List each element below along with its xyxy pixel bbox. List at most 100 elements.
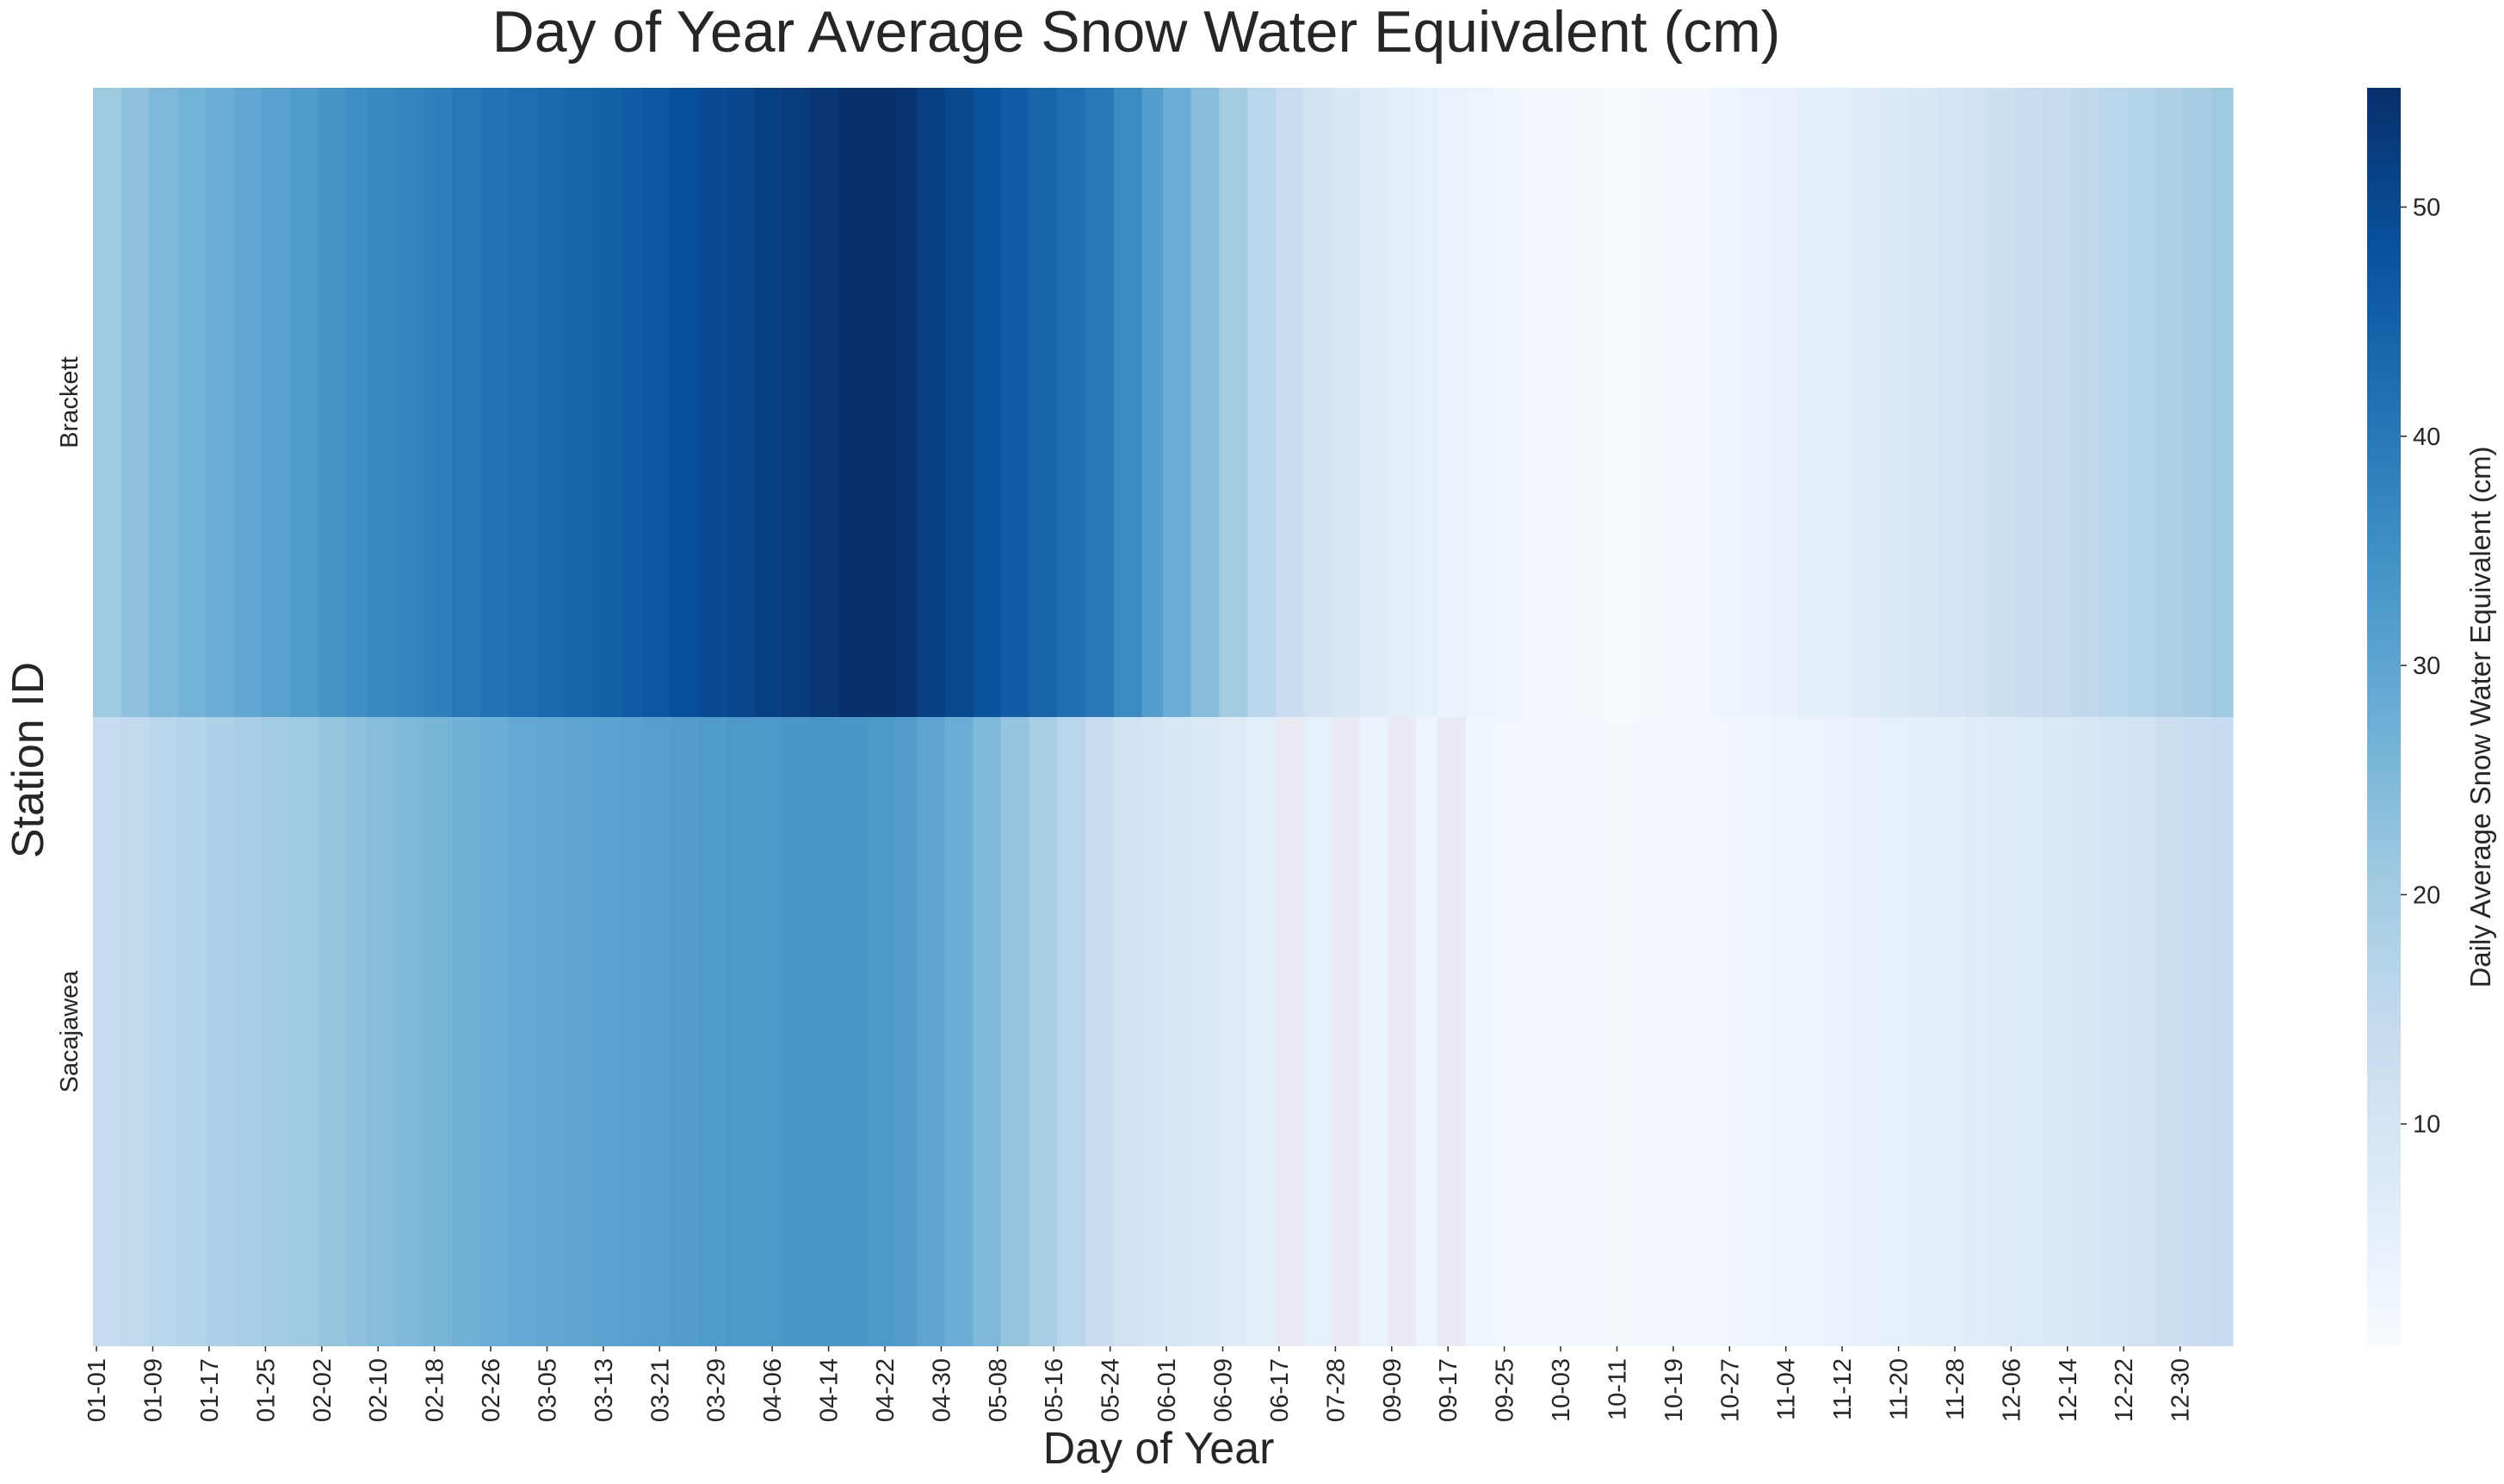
heatmap-cell	[1514, 88, 1523, 717]
heatmap-cell	[1831, 717, 1839, 1346]
heatmap-cell	[191, 717, 200, 1346]
heatmap-cell	[2190, 717, 2198, 1346]
heatmap-cell	[683, 717, 692, 1346]
heatmap-cell	[1240, 717, 1248, 1346]
heatmap-cell	[2021, 717, 2030, 1346]
heatmap-cell	[269, 717, 277, 1346]
heatmap-cell	[1662, 717, 1671, 1346]
heatmap-cell	[1177, 88, 1185, 717]
heatmap-cell	[255, 88, 263, 717]
heatmap-cell	[1332, 88, 1340, 717]
heatmap-cell	[1050, 88, 1058, 717]
heatmap-cell	[2000, 717, 2008, 1346]
heatmap-cell	[1979, 88, 1988, 717]
heatmap-cell	[417, 88, 424, 717]
heatmap-cell	[2007, 717, 2016, 1346]
heatmap-cell	[121, 717, 129, 1346]
heatmap-cell	[1451, 717, 1460, 1346]
heatmap-cell	[860, 88, 869, 717]
heatmap-cell	[289, 717, 298, 1346]
heatmap-cell	[1585, 717, 1593, 1346]
heatmap-cell	[1310, 717, 1319, 1346]
heatmap-cell	[360, 717, 368, 1346]
heatmap-cell	[2134, 717, 2142, 1346]
heatmap-cell	[1697, 88, 1706, 717]
heatmap-cell	[1859, 88, 1868, 717]
heatmap-cell	[1648, 88, 1657, 717]
x-tick-label: 09-17	[1435, 1358, 1462, 1422]
heatmap-cell	[114, 717, 122, 1346]
heatmap-cell	[628, 88, 636, 717]
heatmap-cell	[1416, 88, 1425, 717]
heatmap-cell	[1078, 717, 1086, 1346]
heatmap-cell	[2105, 717, 2114, 1346]
heatmap-cell	[353, 717, 362, 1346]
heatmap-cell	[769, 717, 776, 1346]
heatmap-cell	[2155, 88, 2163, 717]
heatmap-cell	[754, 88, 763, 717]
heatmap-cell	[1283, 717, 1290, 1346]
heatmap-cell	[1085, 717, 1093, 1346]
heatmap-cell	[1747, 717, 1755, 1346]
heatmap-cell	[1613, 88, 1622, 717]
heatmap-cell	[599, 88, 608, 717]
heatmap-cell	[170, 88, 178, 717]
heatmap-cell	[1430, 88, 1438, 717]
heatmap-cell	[1339, 717, 1347, 1346]
heatmap-cell	[444, 717, 453, 1346]
heatmap-cell	[1078, 88, 1086, 717]
heatmap-cell	[417, 717, 424, 1346]
heatmap-cell	[670, 88, 678, 717]
heatmap-cell	[585, 88, 594, 717]
heatmap-cell	[289, 88, 298, 717]
heatmap-cell	[1930, 88, 1938, 717]
heatmap-cell	[782, 717, 791, 1346]
heatmap-cell	[1549, 88, 1558, 717]
heatmap-cell	[1036, 88, 1044, 717]
heatmap-cell	[599, 717, 608, 1346]
x-tick-label: 04-22	[872, 1358, 900, 1422]
heatmap-cell	[466, 717, 474, 1346]
heatmap-cell	[127, 717, 136, 1346]
heatmap-cell	[486, 717, 495, 1346]
x-tick-label: 10-27	[1716, 1358, 1744, 1422]
heatmap-cell	[486, 88, 495, 717]
heatmap-cell	[163, 88, 171, 717]
heatmap-cell	[269, 88, 277, 717]
heatmap-cell	[677, 717, 685, 1346]
heatmap-cell	[1190, 88, 1199, 717]
heatmap-cell	[1564, 717, 1572, 1346]
heatmap-cell	[381, 88, 390, 717]
heatmap-cell	[980, 717, 988, 1346]
x-tick-label: 12-22	[2111, 1358, 2138, 1422]
heatmap-cell	[2085, 88, 2093, 717]
x-tick-label: 03-13	[590, 1358, 618, 1422]
heatmap-cell	[1613, 717, 1622, 1346]
heatmap-cell	[2056, 88, 2065, 717]
heatmap-cell	[473, 717, 481, 1346]
heatmap-cell	[1768, 717, 1777, 1346]
heatmap-cell	[184, 88, 193, 717]
heatmap-cell	[522, 717, 530, 1346]
heatmap-cell	[346, 717, 355, 1346]
heatmap-cell	[1212, 88, 1221, 717]
heatmap-cell	[1289, 717, 1297, 1346]
heatmap-cell	[958, 717, 967, 1346]
heatmap-cell	[1487, 88, 1494, 717]
heatmap-cell	[1197, 717, 1206, 1346]
heatmap-cell	[1247, 717, 1255, 1346]
heatmap-cell	[1190, 717, 1199, 1346]
heatmap-cell	[1409, 717, 1417, 1346]
heatmap-cell	[1071, 88, 1079, 717]
heatmap-cell	[683, 88, 692, 717]
heatmap-cell	[572, 88, 579, 717]
heatmap-cell	[2183, 717, 2192, 1346]
x-tick-label: 01-01	[83, 1358, 111, 1422]
x-tick-label: 12-06	[1998, 1358, 2025, 1422]
heatmap-cell	[1923, 717, 1931, 1346]
heatmap-cell	[1212, 717, 1221, 1346]
heatmap-cell	[937, 88, 946, 717]
heatmap-cell	[621, 717, 629, 1346]
heatmap-cell	[219, 88, 227, 717]
heatmap-cell	[332, 88, 340, 717]
